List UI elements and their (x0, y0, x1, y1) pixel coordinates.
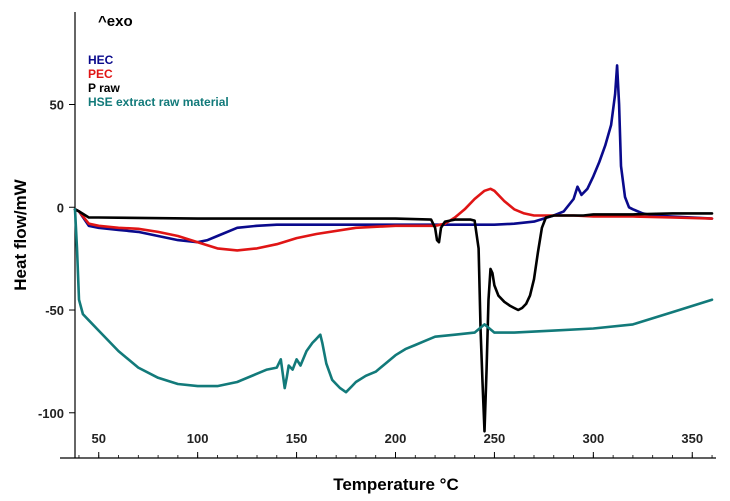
legend-entry: HEC (88, 53, 114, 67)
x-tick-label: 100 (187, 431, 209, 446)
series-layer (73, 64, 714, 433)
x-tick-label: 300 (582, 431, 604, 446)
x-ticks: 50 100 150 200 250 300 350 (78, 431, 713, 458)
legend-entry: P raw (88, 81, 120, 95)
exo-label: ^exo (98, 13, 133, 30)
y-ticks: 50 0 -50 -100 (38, 97, 75, 421)
legend-entry: PEC (88, 67, 113, 81)
y-tick-label: 50 (50, 97, 64, 112)
axes (60, 12, 716, 459)
series-line-hec (73, 64, 714, 244)
x-tick-label: 350 (681, 431, 703, 446)
series-line-p-raw (73, 208, 714, 433)
y-axis-title: Heat flow/mW (11, 178, 30, 290)
x-tick-label: 200 (385, 431, 407, 446)
legend-entry: HSE extract raw material (88, 95, 229, 109)
y-tick-label: 0 (57, 200, 64, 215)
y-tick-label: -50 (45, 303, 64, 318)
x-tick-label: 250 (484, 431, 506, 446)
x-tick-label: 150 (286, 431, 308, 446)
x-axis-title: Temperature °C (333, 475, 459, 494)
y-tick-label: -100 (38, 406, 64, 421)
x-tick-label: 50 (92, 431, 106, 446)
series-line-hse-extract-raw-material (73, 208, 714, 394)
